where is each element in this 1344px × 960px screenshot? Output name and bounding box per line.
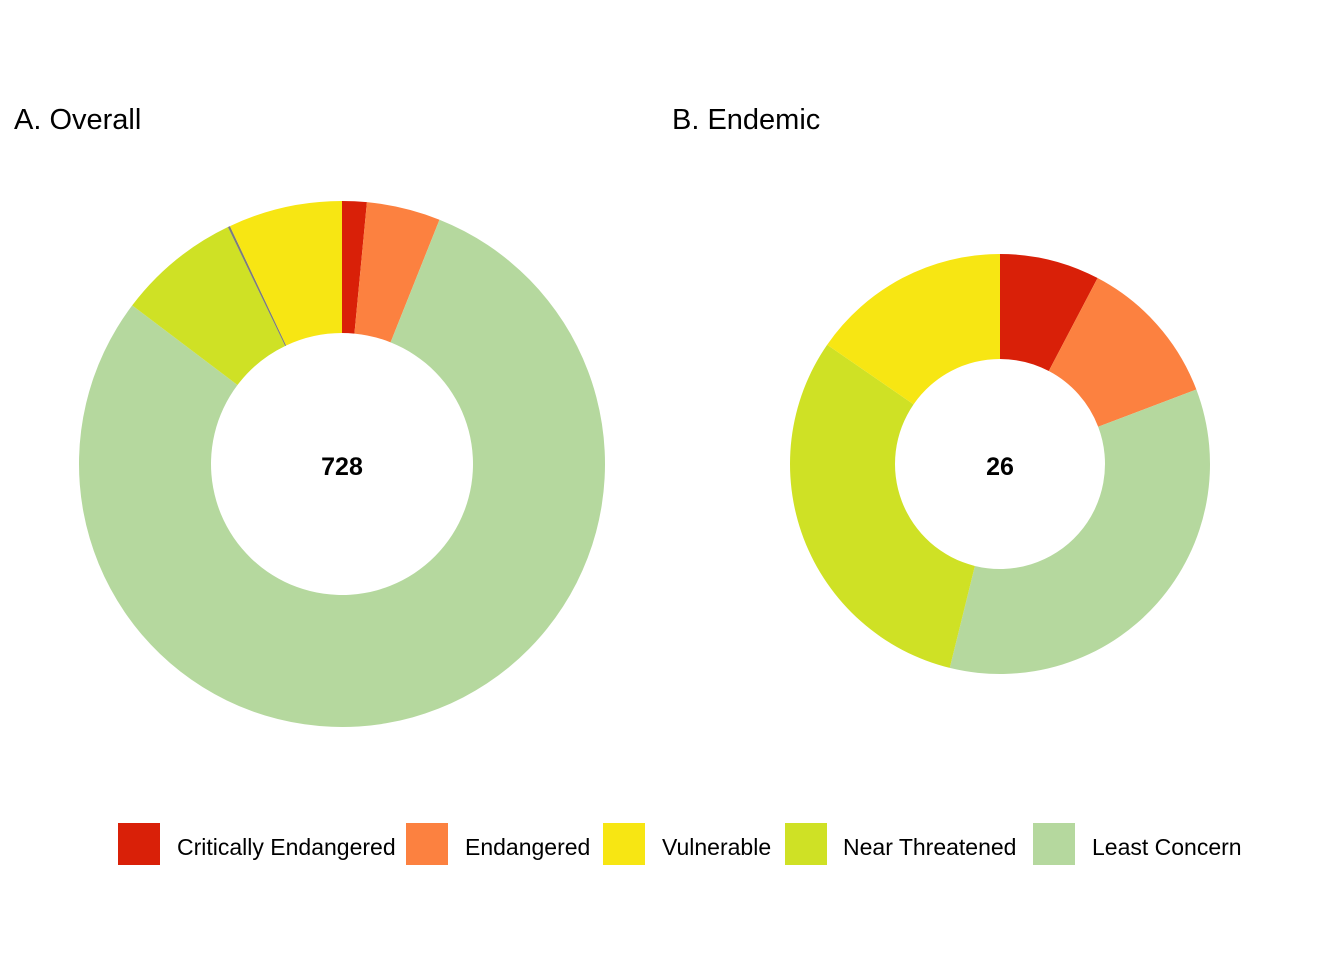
panel-title-endemic: B. Endemic	[672, 104, 820, 136]
legend-item-near-threatened: Near Threatened	[785, 823, 1016, 865]
slice-vulnerable	[229, 201, 342, 346]
legend-swatch	[785, 823, 827, 865]
panel-title-overall: A. Overall	[14, 104, 141, 136]
legend-item-vulnerable: Vulnerable	[603, 823, 771, 865]
legend: Critically Endangered Endangered Vulnera…	[118, 823, 1242, 865]
slice-separator	[227, 226, 287, 346]
legend-swatch	[406, 823, 448, 865]
legend-label: Near Threatened	[843, 834, 1016, 860]
legend-swatch	[118, 823, 160, 865]
legend-item-critically-endangered: Critically Endangered	[118, 823, 396, 865]
slice-near-threatened	[790, 344, 975, 668]
legend-item-least-concern: Least Concern	[1033, 823, 1242, 865]
center-label-endemic: 26	[986, 453, 1014, 481]
legend-label: Vulnerable	[662, 834, 771, 860]
slice-vulnerable	[827, 254, 1000, 405]
slice-critically-endangered	[1000, 254, 1098, 372]
slice-least-concern	[949, 389, 1211, 674]
legend-swatch	[1033, 823, 1075, 865]
slice-critically-endangered	[342, 201, 367, 334]
center-label-overall: 728	[321, 453, 363, 481]
slice-endangered	[1048, 278, 1197, 427]
legend-item-endangered: Endangered	[406, 823, 590, 865]
legend-swatch	[603, 823, 645, 865]
donut-endemic	[790, 254, 1211, 674]
panel-overall: A. Overall 728	[14, 104, 605, 728]
slice-endangered	[354, 202, 440, 343]
donut-overall	[78, 201, 605, 728]
panel-endemic: B. Endemic 26	[672, 104, 1211, 674]
legend-label: Endangered	[465, 834, 590, 860]
slice-least-concern	[78, 219, 605, 728]
slice-near-threatened	[132, 227, 286, 386]
legend-label: Critically Endangered	[177, 834, 396, 860]
legend-label: Least Concern	[1092, 834, 1242, 860]
